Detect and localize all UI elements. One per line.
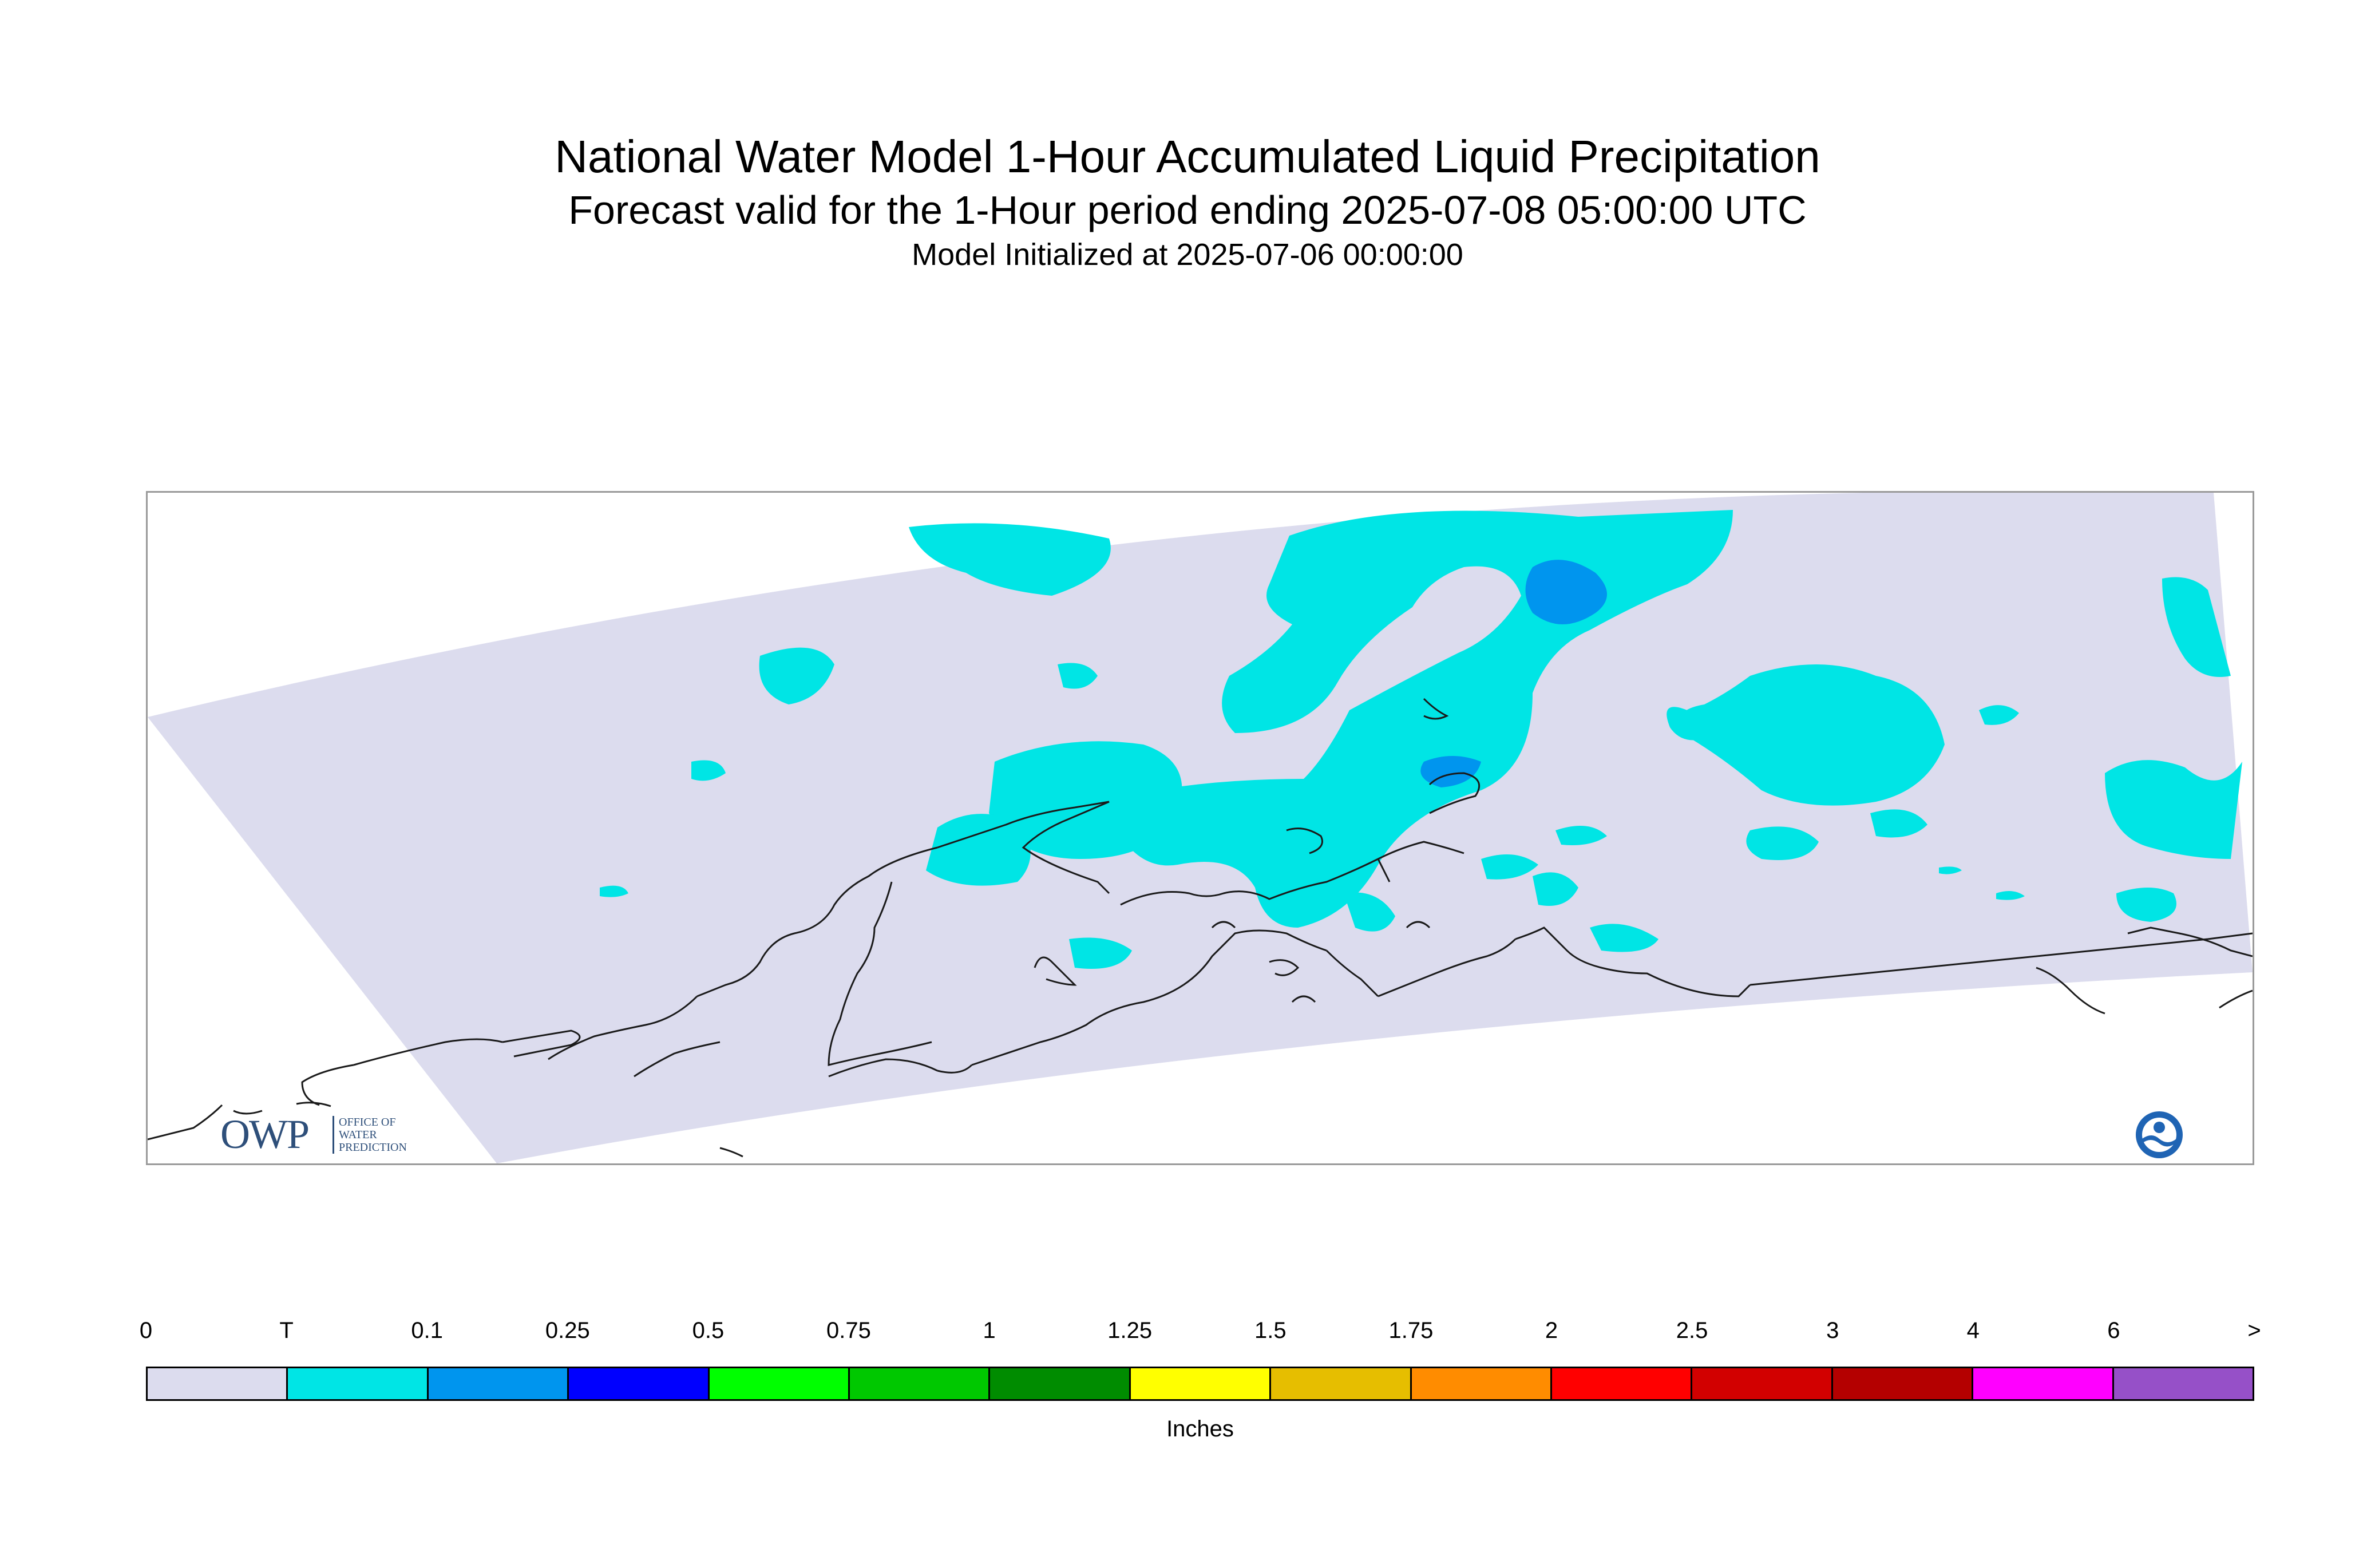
legend-tick-label: T (279, 1318, 294, 1343)
legend-color-cell (288, 1368, 429, 1399)
legend-color-cell (709, 1368, 850, 1399)
legend-tick-label: 4 (1966, 1318, 1980, 1343)
title-block: National Water Model 1-Hour Accumulated … (0, 0, 2375, 286)
legend-color-cell (569, 1368, 710, 1399)
color-legend: 0 T 0.1 0.25 0.5 0.75 1 1.25 1.5 1.75 2 2.5 3 4 6 > Inc… (140, 1316, 2261, 1454)
legend-tick-label: 1.75 (1388, 1318, 1434, 1343)
legend-tick-label: 3 (1826, 1318, 1839, 1343)
legend-unit-label: Inches (1166, 1416, 1234, 1442)
legend-tick-label: 1.25 (1107, 1318, 1153, 1343)
legend-tick-label: 0.75 (826, 1318, 871, 1343)
owp-logo: OWP OFFICE OF WATER PREDICTION (220, 1110, 438, 1158)
legend-tick-label: 6 (2107, 1318, 2120, 1343)
legend-tick-label: 1.5 (1254, 1318, 1287, 1343)
legend-color-cell (2113, 1368, 2253, 1399)
legend-color-cell (1552, 1368, 1693, 1399)
legend-color-bar (146, 1367, 2254, 1401)
model-init-time: Model Initialized at 2025-07-06 00:00:00 (912, 237, 1463, 272)
coastline-lines (148, 698, 2253, 1158)
legend-color-cell (148, 1368, 288, 1399)
legend-ticks: 0 T 0.1 0.25 0.5 0.75 1 1.25 1.5 1.75 2 2.5 3 4 6 > (140, 1316, 2261, 1351)
map-canvas (148, 493, 2253, 1163)
legend-tick-label: 2.5 (1676, 1318, 1708, 1343)
legend-color-cell (1130, 1368, 1272, 1399)
legend-color-cell (1973, 1368, 2114, 1399)
legend-tick-label: 0.25 (545, 1318, 590, 1343)
legend-tick-label: 1 (983, 1318, 996, 1343)
owp-logo-text: OFFICE OF WATER PREDICTION (332, 1116, 436, 1154)
legend-color-cell (1692, 1368, 1833, 1399)
legend-tick-label: > (2247, 1318, 2261, 1343)
legend-tick-label: 2 (1545, 1318, 1558, 1343)
legend-tick-label: 0.5 (692, 1318, 725, 1343)
map-title: National Water Model 1-Hour Accumulated … (555, 131, 1820, 182)
legend-color-cell (990, 1368, 1131, 1399)
legend-tick-label: 0 (139, 1318, 153, 1343)
noaa-emblem (2136, 1111, 2183, 1158)
map-subtitle: Forecast valid for the 1-Hour period end… (568, 188, 1807, 232)
legend-tick-label: 0.1 (411, 1318, 443, 1343)
owp-logo-mark: OWP (220, 1111, 310, 1157)
legend-color-cell (428, 1368, 569, 1399)
legend-color-cell (1411, 1368, 1553, 1399)
legend-color-cell (1832, 1368, 1974, 1399)
precip-light-areas (1420, 560, 1607, 787)
map-panel[interactable] (146, 491, 2254, 1165)
legend-color-cell (850, 1368, 991, 1399)
legend-color-cell (1271, 1368, 1412, 1399)
noaa-logo-icon (2135, 1110, 2184, 1159)
